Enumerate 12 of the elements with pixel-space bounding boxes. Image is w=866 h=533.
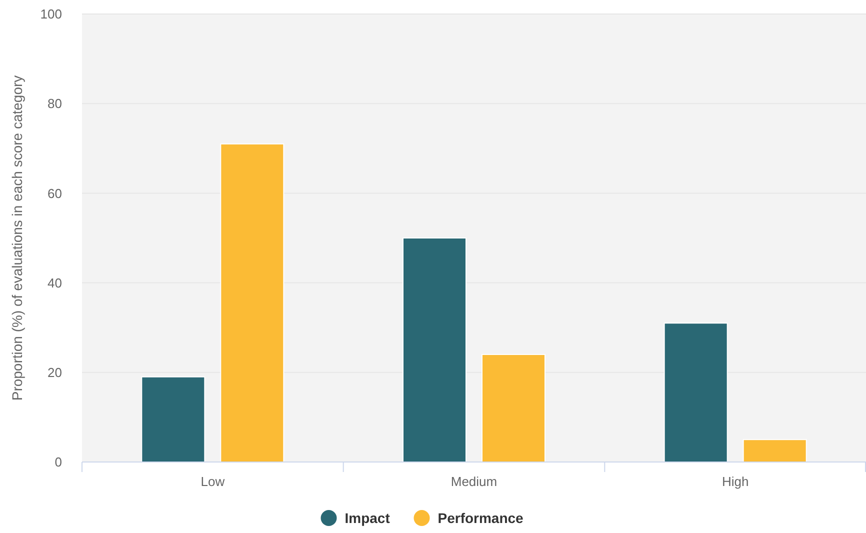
y-tick-label: 20 (48, 364, 62, 380)
y-tick-label: 0 (54, 454, 62, 470)
y-tick-label: 60 (48, 186, 62, 201)
x-tick-label: High (722, 474, 749, 489)
y-tick-label: 100 (40, 6, 62, 22)
x-tick-label: Low (200, 474, 226, 489)
x-tick-label: Medium (450, 474, 498, 489)
legend-label: Performance (438, 510, 524, 526)
y-axis-title: Proportion (%) of evaluations in each score category (9, 75, 25, 401)
legend-label: Impact (344, 510, 390, 526)
y-tick-label: 40 (48, 275, 62, 290)
y-tick-label: 80 (48, 96, 62, 112)
